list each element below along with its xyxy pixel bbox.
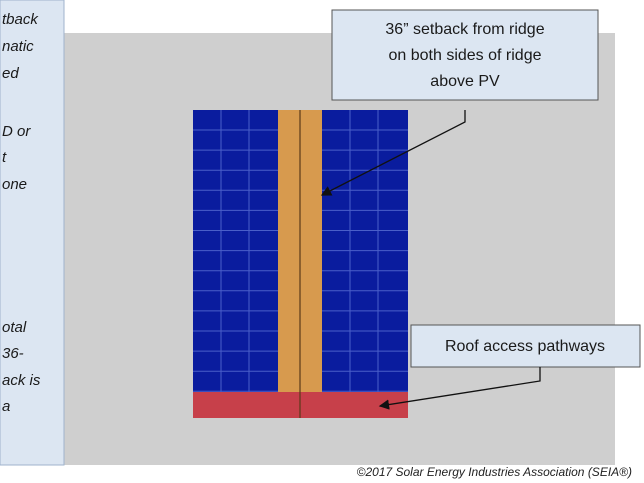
text-line: one	[2, 176, 27, 193]
text-line: D or	[2, 123, 31, 140]
callout-text: on both sides of ridge	[389, 47, 542, 64]
text-line: a	[2, 398, 10, 415]
callout-text: above PV	[430, 73, 500, 90]
text-line: ack is	[2, 372, 41, 389]
text-line: 36-	[2, 345, 24, 362]
callout-text: 36” setback from ridge	[385, 21, 544, 38]
arrow	[378, 367, 541, 410]
left-text-box	[0, 0, 65, 466]
text-line: natic	[2, 38, 34, 55]
callout-box	[410, 324, 641, 368]
roof	[193, 110, 408, 418]
text-line: tback	[2, 11, 39, 28]
arrow	[320, 110, 466, 196]
copyright: ©2017 Solar Energy Industries Associatio…	[357, 465, 632, 479]
text-line: t	[2, 149, 7, 166]
text-line: ed	[2, 65, 19, 82]
left-text: tback natic ed D or t one otal 36- ack i…	[2, 11, 41, 415]
callout-text: Roof access pathways	[445, 338, 605, 355]
text-line: otal	[2, 319, 27, 336]
callout-box	[331, 9, 599, 101]
